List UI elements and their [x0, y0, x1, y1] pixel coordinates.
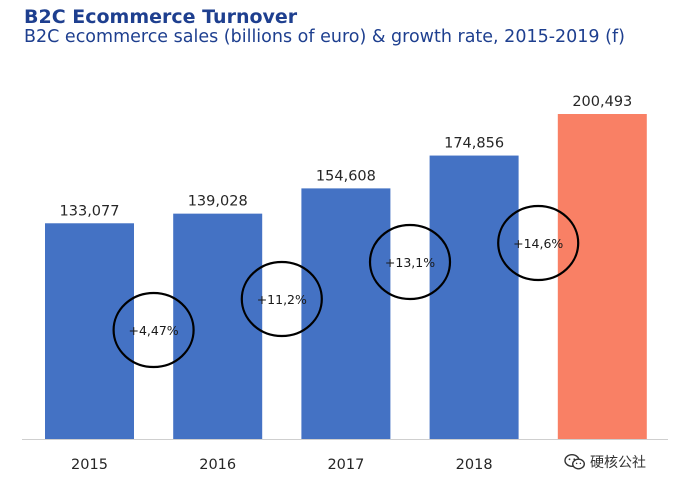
growth-rate-label: +14,6% — [513, 236, 563, 251]
growth-rate-label: +4,47% — [129, 323, 179, 338]
wechat-icon — [564, 453, 586, 471]
watermark-text: 硬核公社 — [590, 455, 646, 471]
x-tick-label: 2017 — [327, 457, 364, 473]
bar-forecast — [557, 114, 647, 439]
watermark: 硬核公社 — [564, 452, 646, 472]
growth-circle — [497, 204, 580, 282]
bar-2018 — [429, 155, 519, 439]
bar-2015 — [45, 223, 134, 439]
data-label: 174,856 — [444, 136, 504, 152]
data-label: 154,608 — [316, 168, 376, 184]
chart-title: B2C Ecommerce Turnover — [24, 6, 298, 28]
growth-circle — [112, 291, 195, 369]
data-label: 200,493 — [572, 94, 632, 110]
x-tick-label: 2015 — [71, 457, 108, 473]
growth-circle — [368, 223, 452, 301]
growth-circle — [240, 260, 323, 338]
bar-2017 — [301, 188, 391, 439]
data-label: 133,077 — [60, 203, 120, 219]
growth-rate-label: +11,2% — [257, 292, 307, 307]
x-tick-label: 2018 — [456, 457, 493, 473]
chart-subtitle: B2C ecommerce sales (billions of euro) &… — [24, 27, 625, 47]
data-label: 139,028 — [188, 194, 248, 210]
growth-rate-label: +13,1% — [385, 255, 435, 270]
x-tick-label: 2016 — [199, 457, 236, 473]
bar-2016 — [173, 213, 263, 439]
